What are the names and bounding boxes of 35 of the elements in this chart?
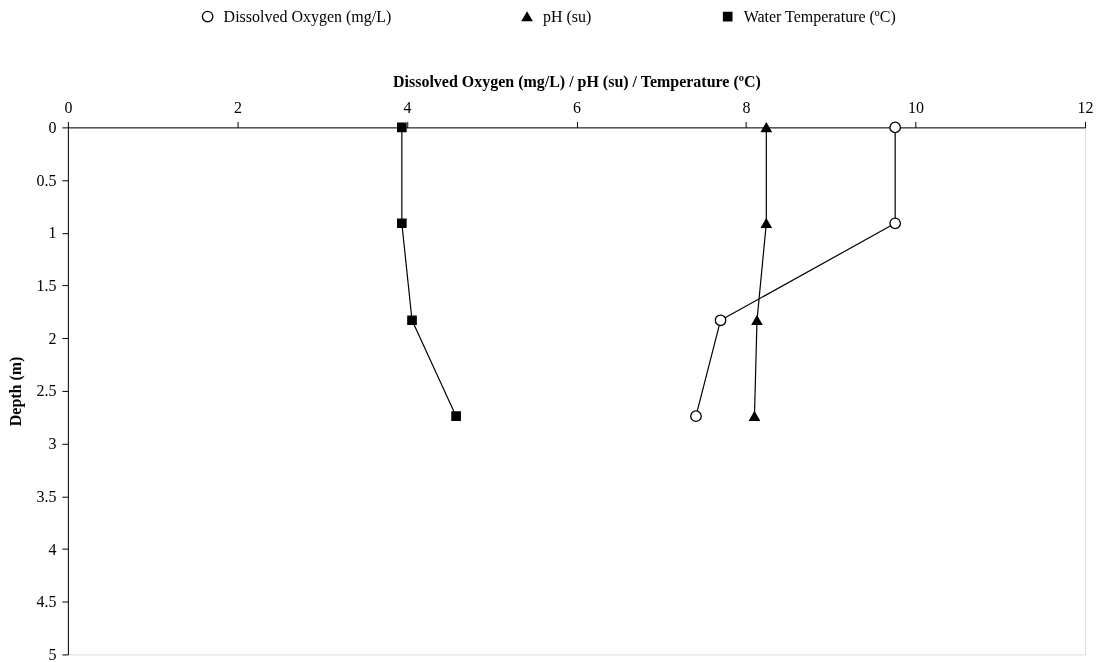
- y-tick-label: 1: [48, 224, 57, 242]
- x-tick-label: 8: [742, 98, 751, 116]
- x-tick-label: 12: [1077, 98, 1094, 116]
- y-tick-label: 2: [48, 329, 57, 347]
- x-tick-label: 6: [572, 98, 581, 116]
- point: [751, 315, 763, 326]
- point: [407, 315, 417, 326]
- x-axis-title: Dissolved Oxygen (mg/L) / pH (su) / Temperature (ºC): [393, 72, 761, 91]
- x-tick-label: 2: [233, 98, 242, 116]
- y-tick-label: 3: [48, 435, 57, 453]
- point: [889, 121, 902, 134]
- point: [451, 411, 461, 422]
- y-tick-label: 0.5: [36, 171, 57, 189]
- point: [714, 314, 727, 327]
- y-tick-label: 2.5: [36, 382, 57, 400]
- y-tick-label: 5: [48, 645, 57, 662]
- y-tick-label: 0: [48, 118, 57, 136]
- legend-label: Dissolved Oxygen (mg/L): [223, 7, 392, 26]
- point: [690, 410, 702, 423]
- point: [760, 218, 772, 229]
- point: [749, 411, 760, 421]
- x-tick-label: 0: [64, 98, 73, 116]
- legend-label: pH (su): [543, 7, 592, 26]
- point: [760, 122, 772, 133]
- x-tick-label: 4: [403, 98, 412, 116]
- x-tick-label: 10: [908, 98, 925, 116]
- y-tick-label: 4: [48, 540, 57, 558]
- legend-label: Water Temperature (ºC): [743, 7, 896, 26]
- y-tick-label: 1.5: [36, 276, 57, 294]
- y-axis-title: Depth (m): [7, 356, 26, 427]
- y-tick-label: 4.5: [36, 593, 57, 611]
- point: [397, 122, 407, 133]
- point: [889, 217, 902, 230]
- y-tick-label: 3.5: [36, 487, 57, 505]
- point: [397, 218, 407, 229]
